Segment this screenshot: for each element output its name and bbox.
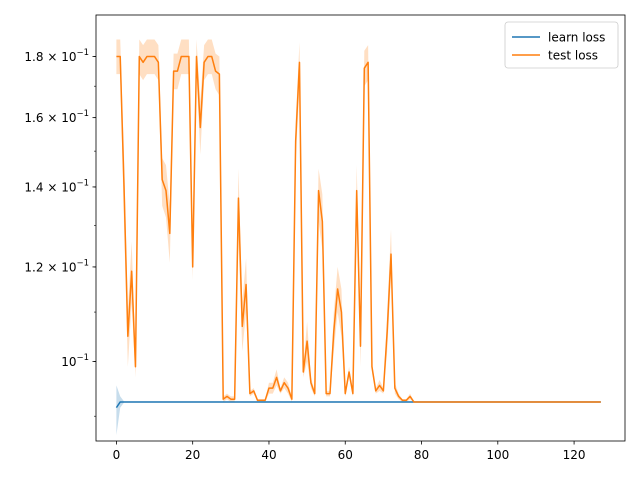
y-tick-mantissa: 10 <box>61 355 76 369</box>
y-tick-label: 1.6 × 10−1 <box>24 109 89 125</box>
y-tick-label: 1.2 × 10−1 <box>24 258 89 274</box>
x-tick-label: 0 <box>113 448 121 462</box>
x-tick-label: 100 <box>486 448 509 462</box>
y-tick-exponent: −1 <box>76 109 89 119</box>
axes-frame <box>95 14 626 442</box>
y-tick-exponent: −1 <box>76 178 89 188</box>
x-tick-label: 20 <box>185 448 200 462</box>
legend: learn loss test loss <box>504 21 619 69</box>
y-tick-mantissa: 1.6 × 10 <box>24 111 76 125</box>
legend-box <box>504 21 619 69</box>
plot-area <box>115 39 601 435</box>
legend-label-1: test loss <box>548 49 598 63</box>
y-tick-mantissa: 1.2 × 10 <box>24 260 76 274</box>
y-tick-exponent: −1 <box>76 48 89 58</box>
y-tick-exponent: −1 <box>76 353 89 363</box>
y-tick-mantissa: 1.8 × 10 <box>24 50 76 64</box>
x-tick-label: 40 <box>261 448 276 462</box>
x-tick-label: 120 <box>563 448 586 462</box>
y-tick-exponent: −1 <box>76 258 89 268</box>
x-tick-label: 60 <box>338 448 353 462</box>
y-tick-label: 10−1 <box>61 353 89 369</box>
y-tick-mantissa: 1.4 × 10 <box>24 180 76 194</box>
y-tick-label: 1.4 × 10−1 <box>24 178 89 194</box>
x-tick-label: 80 <box>414 448 429 462</box>
series-line-1 <box>116 55 601 403</box>
series-group <box>115 39 601 435</box>
legend-label-0: learn loss <box>548 31 605 45</box>
y-tick-label: 1.8 × 10−1 <box>24 48 89 64</box>
